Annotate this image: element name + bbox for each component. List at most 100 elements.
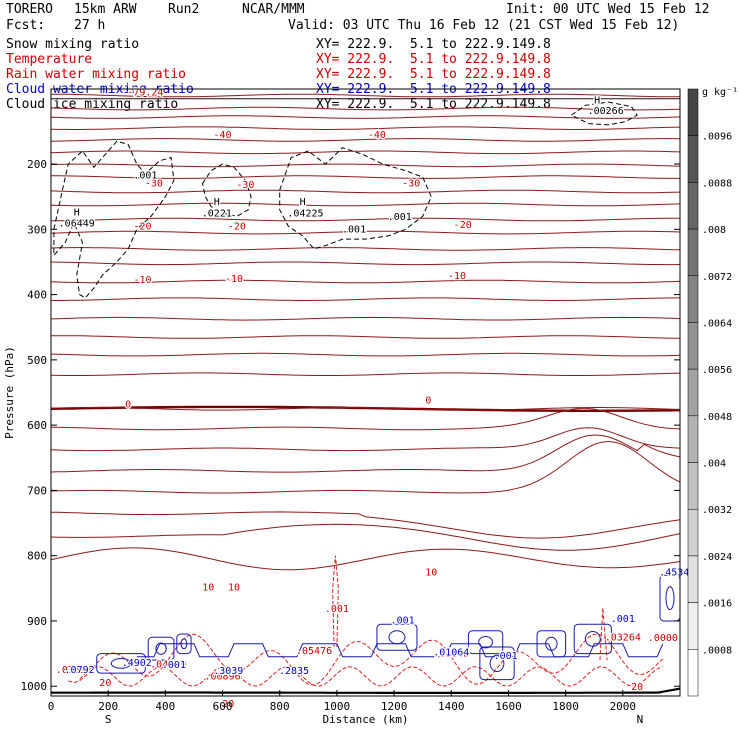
rain-contour bbox=[332, 555, 339, 648]
colorbar-segment bbox=[687, 368, 699, 417]
x-end-label-left: S bbox=[105, 713, 112, 726]
snow-label: H bbox=[74, 208, 80, 219]
field-range: XY= 222.9. 5.1 to 222.9.149.8 bbox=[316, 97, 551, 112]
surface-line bbox=[51, 687, 681, 694]
rain-label: .07598 bbox=[56, 665, 92, 676]
cloud-water-contour bbox=[479, 646, 515, 681]
cloud-water-label: .4902 bbox=[122, 658, 152, 669]
temperature-label: 10 bbox=[228, 582, 240, 593]
isotherm-line bbox=[50, 407, 681, 431]
snow-label: .001 bbox=[342, 225, 366, 236]
isotherm-line bbox=[50, 434, 681, 473]
rain-contour bbox=[79, 666, 663, 687]
field-name: Snow mixing ratio bbox=[6, 37, 140, 52]
x-tick-label: 1800 bbox=[552, 700, 579, 713]
x-tick-label: 1400 bbox=[438, 700, 465, 713]
y-tick-label: 1000 bbox=[21, 680, 48, 693]
header-fcst-value: 27 h bbox=[74, 18, 106, 33]
isotherm-line bbox=[50, 150, 681, 155]
temperature-label: -30 bbox=[402, 178, 420, 189]
colorbar-unit: g kg⁻¹ bbox=[702, 87, 738, 98]
temperature-label: -40 bbox=[368, 130, 386, 141]
colorbar-segment bbox=[687, 182, 699, 230]
y-tick-label: 300 bbox=[27, 223, 47, 236]
colorbar-tick-label: .0056 bbox=[702, 365, 732, 376]
cloud-water-contour bbox=[489, 654, 505, 673]
isotherm-line bbox=[50, 352, 681, 357]
colorbar-tick-label: .0072 bbox=[702, 272, 732, 283]
field-range: XY= 222.9. 5.1 to 222.9.149.8 bbox=[316, 37, 551, 52]
rain-contour bbox=[68, 633, 664, 686]
cloud-water-contour bbox=[155, 642, 167, 655]
colorbar-segment bbox=[687, 415, 699, 463]
header-resolution: 15km ARW bbox=[74, 2, 137, 17]
isotherm-line bbox=[50, 511, 681, 539]
rain-label: .001 bbox=[325, 604, 349, 615]
cloud-water-label: .0792 bbox=[65, 665, 95, 676]
temperature-label: -30 bbox=[145, 178, 163, 189]
rain-label: .02648 bbox=[433, 649, 469, 660]
cloud-water-contour bbox=[573, 623, 612, 655]
cloud-water-label: .4534 bbox=[659, 567, 689, 578]
y-tick-label: 700 bbox=[27, 484, 47, 497]
x-tick-label: 2000 bbox=[610, 700, 637, 713]
isotherm-group bbox=[50, 93, 681, 571]
snow-label: .001 bbox=[388, 212, 412, 223]
cloud-water-label: .001 bbox=[162, 660, 186, 671]
y-tick-label: 600 bbox=[27, 419, 47, 432]
isotherm-line bbox=[51, 175, 680, 179]
colorbar-segment bbox=[687, 649, 699, 697]
snow-label: .04225 bbox=[287, 208, 323, 219]
colorbar-tick-label: .008 bbox=[702, 225, 726, 236]
cloud-water-label: .001 bbox=[611, 614, 635, 625]
temperature-label: 0 bbox=[425, 396, 431, 407]
snow-contour bbox=[279, 147, 432, 250]
field-range: XY= 222.9. 5.1 to 222.9.149.8 bbox=[316, 52, 551, 67]
y-tick-label: 900 bbox=[27, 615, 47, 628]
isotherm-line bbox=[50, 93, 680, 98]
cloud-water-label: .001 bbox=[494, 651, 518, 662]
temperature-label: 20 bbox=[631, 682, 643, 693]
temperature-label: 10 bbox=[425, 567, 437, 578]
isotherm-line bbox=[50, 279, 681, 284]
cloud-water-label: .01064 bbox=[433, 648, 469, 659]
snow-label: .00266 bbox=[588, 106, 624, 117]
cloud-water-contour bbox=[388, 630, 406, 645]
y-tick-label: 500 bbox=[27, 354, 47, 367]
temperature-label: 20 bbox=[222, 699, 234, 710]
colorbar-tick-label: .0096 bbox=[702, 132, 732, 143]
x-tick-label: 600 bbox=[213, 700, 233, 713]
x-axis-label: Distance (km) bbox=[322, 713, 408, 726]
rain-label: .04139 bbox=[150, 659, 186, 670]
cloud-water-contour bbox=[136, 643, 664, 658]
temperature-label: -79.24 bbox=[127, 88, 163, 99]
x-tick-label: 1000 bbox=[324, 700, 351, 713]
temperature-label: 0 bbox=[125, 400, 131, 411]
field-name: Cloud ice mixing ratio bbox=[6, 97, 179, 112]
snow-label: .001 bbox=[133, 170, 157, 181]
colorbar-segment bbox=[687, 228, 699, 277]
temperature-label: -10 bbox=[133, 275, 151, 286]
isotherm-line bbox=[51, 217, 680, 222]
cloud-water-contour bbox=[665, 586, 675, 611]
snow-contour bbox=[570, 101, 638, 126]
isotherm-line bbox=[50, 138, 681, 142]
field-name: Temperature bbox=[6, 52, 93, 67]
isotherm-line bbox=[50, 247, 681, 251]
isotherm-line bbox=[50, 316, 681, 321]
header-model: TORERO bbox=[6, 2, 53, 17]
colorbar-tick-label: .0008 bbox=[702, 645, 732, 656]
temperature-label: -20 bbox=[228, 221, 246, 232]
field-name: Rain water mixing ratio bbox=[6, 67, 187, 82]
isotherm-line bbox=[50, 189, 681, 194]
colorbar-tick-label: .0064 bbox=[702, 318, 732, 329]
colorbar-segment bbox=[687, 322, 699, 370]
temperature-label: -30 bbox=[236, 180, 254, 191]
x-tick-label: 1600 bbox=[495, 700, 522, 713]
colorbar-tick-label: .004 bbox=[702, 459, 726, 470]
cloud-water-contour bbox=[467, 630, 504, 655]
temperature-label: -20 bbox=[133, 221, 151, 232]
colorbar-segment bbox=[687, 275, 699, 323]
isotherm-line bbox=[50, 202, 681, 207]
colorbar-segment bbox=[687, 135, 699, 183]
